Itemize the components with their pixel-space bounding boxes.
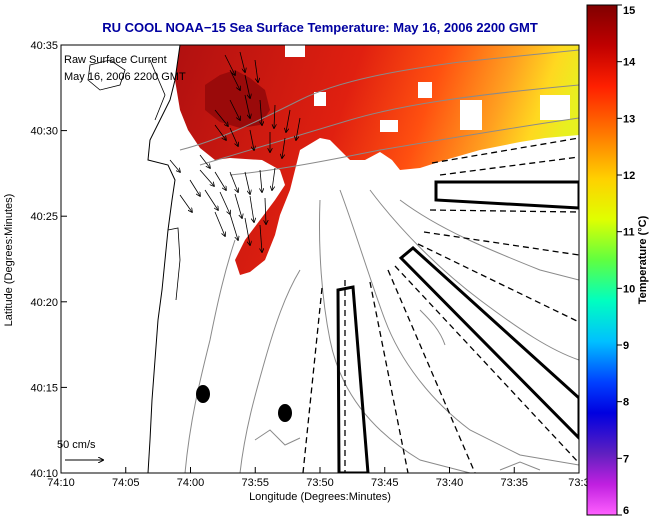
colorbar-tick-label: 14 xyxy=(623,57,636,69)
buoy-marker xyxy=(196,385,210,403)
colorbar-title: Temperature (°C) xyxy=(637,215,649,304)
colorbar-tick-label: 10 xyxy=(623,283,635,295)
y-axis: 40:35 40:30 40:25 40:20 40:15 40:10 Latitude … xyxy=(3,40,67,480)
radial-dashed-lines xyxy=(302,137,579,473)
colorbar-tick-label: 7 xyxy=(623,453,629,465)
x-tick-label: 73:50 xyxy=(306,477,334,489)
x-tick-label: 73:45 xyxy=(371,477,399,489)
buoy-marker xyxy=(278,404,292,422)
x-tick-label: 74:00 xyxy=(177,477,205,489)
plot-area xyxy=(61,45,579,473)
y-tick-label: 40:10 xyxy=(30,468,58,480)
colorbar-gradient xyxy=(586,4,618,516)
y-tick-label: 40:25 xyxy=(30,211,58,223)
x-tick-label: 73:55 xyxy=(241,477,269,489)
x-tick-label: 73:35 xyxy=(500,477,528,489)
colorbar-tick-label: 11 xyxy=(623,227,635,239)
colorbar-tick-label: 9 xyxy=(623,340,629,352)
map-title: RU COOL NOAA−15 Sea Surface Temperature:… xyxy=(102,20,538,35)
y-tick-label: 40:35 xyxy=(30,40,58,52)
y-tick-label: 40:20 xyxy=(30,297,58,309)
surface-current-vectors xyxy=(169,51,301,252)
colorbar-tick-label: 6 xyxy=(623,505,629,517)
x-axis: 74:10 74:05 74:00 73:55 73:50 73:45 73:40 73:35… xyxy=(47,467,590,503)
colorbar-tick-label: 15 xyxy=(623,5,635,17)
x-axis-title: Longitude (Degrees:Minutes) xyxy=(249,491,391,503)
colorbar-tick-label: 8 xyxy=(623,397,629,409)
y-tick-label: 40:15 xyxy=(30,382,58,394)
colorbar: 15 14 13 12 11 10 9 8 7 6 Temperature (°C) xyxy=(586,4,649,517)
scale-label: 50 cm/s xyxy=(57,439,96,451)
overlay-line1: Raw Surface Current xyxy=(64,54,167,66)
overlay-line2: May 16, 2006 2200 GMT xyxy=(64,71,186,83)
x-tick-label: 74:10 xyxy=(47,477,75,489)
x-tick-label: 74:05 xyxy=(112,477,140,489)
colorbar-tick-label: 12 xyxy=(623,170,635,182)
x-tick-label: 73:40 xyxy=(436,477,464,489)
y-tick-label: 40:30 xyxy=(30,126,58,138)
land-coastline xyxy=(61,45,181,473)
x-tick-label: 73:3 xyxy=(568,477,589,489)
sampling-wedges xyxy=(336,180,579,473)
colorbar-tick-label: 13 xyxy=(623,113,635,125)
bathymetry-contours xyxy=(179,49,579,473)
y-axis-title: Latitude (Degrees:Minutes) xyxy=(3,194,15,327)
